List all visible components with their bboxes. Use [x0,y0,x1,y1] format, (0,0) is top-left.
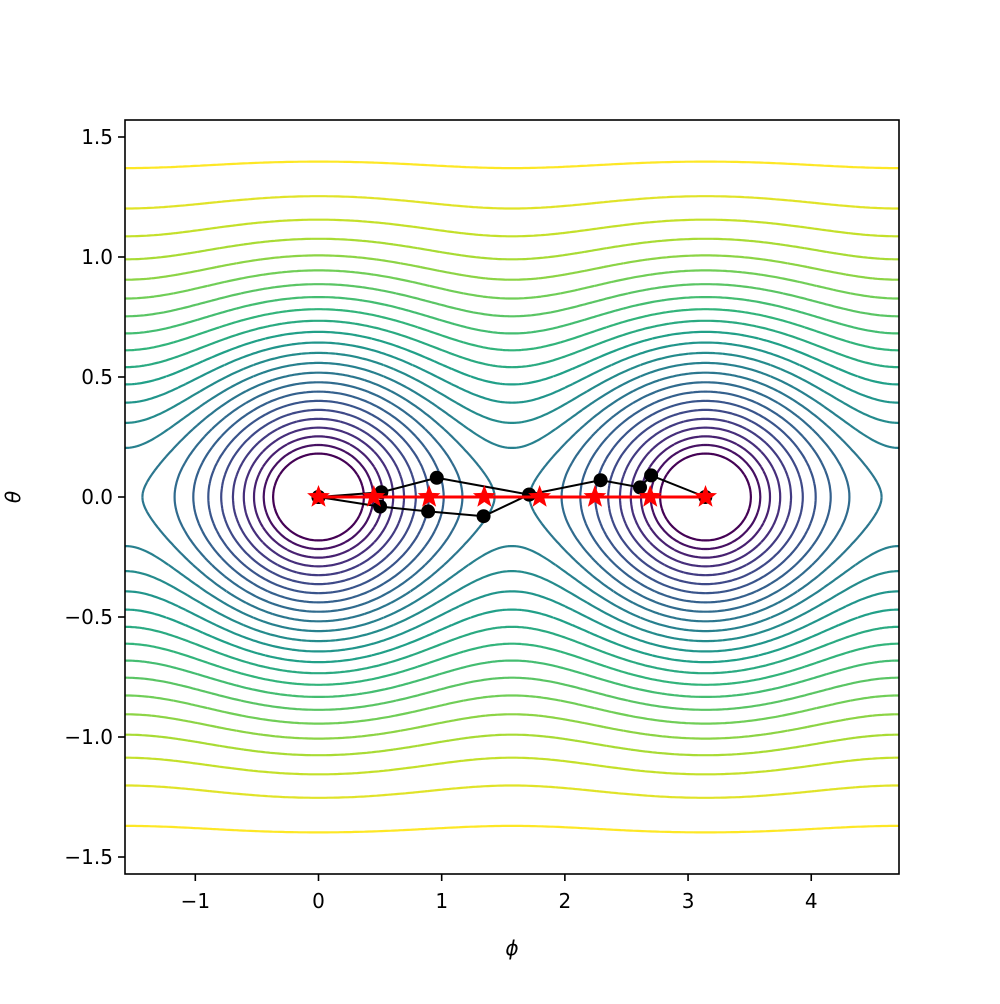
contour-line [125,361,899,633]
path-line [318,476,530,498]
contour-line [125,160,899,834]
y-axis-label: θ [1,491,25,503]
y-tick-label: 1.0 [81,245,113,269]
x-tick-label: 4 [805,889,818,913]
contour-line [125,269,899,725]
x-tick-label: 2 [559,889,572,913]
contour-line [125,296,899,698]
x-tick-label: 0 [312,889,325,913]
x-tick-label: 1 [435,889,448,913]
point-marker [476,509,491,524]
point-marker [644,468,659,483]
contour-line [141,371,883,623]
plot-area [125,160,899,834]
point-marker [429,470,444,485]
star-marker [638,485,662,507]
y-tick-label: −1.0 [64,725,113,749]
x-tick-label: 3 [682,889,695,913]
y-tick-label: 0.0 [81,485,113,509]
star-marker [417,485,441,507]
contour-line [125,195,899,799]
y-tick-label: 1.5 [81,125,113,149]
contour-line [125,237,899,757]
contour-line [207,399,817,595]
contour-line [252,435,772,559]
star-marker [583,485,607,507]
contour-line [242,426,782,568]
contour-line [272,452,752,542]
contour-line [125,341,899,653]
y-tick-label: −1.5 [64,845,113,869]
y-tick-label: −0.5 [64,605,113,629]
star-marker [472,485,496,507]
point-marker [593,473,608,488]
contour-line [125,254,899,740]
point-marker [633,480,648,495]
x-axis-label: ϕ [505,936,518,960]
contour-line [125,319,899,675]
star-marker [694,485,717,507]
x-tick-label: −1 [181,889,210,913]
contour-line [125,283,899,711]
contour-line [220,408,804,586]
point-marker [421,504,436,519]
star-marker [528,485,551,507]
contour-line [192,390,832,604]
contour-line [262,443,762,551]
star-marker [307,485,330,507]
y-tick-label: 0.5 [81,365,113,389]
contour-line [173,381,851,613]
contour-line [125,308,899,686]
contour-line [231,417,793,577]
contour-line [125,351,899,643]
contour-line [125,330,899,664]
contour-line [125,218,899,776]
star-marker [362,485,386,507]
